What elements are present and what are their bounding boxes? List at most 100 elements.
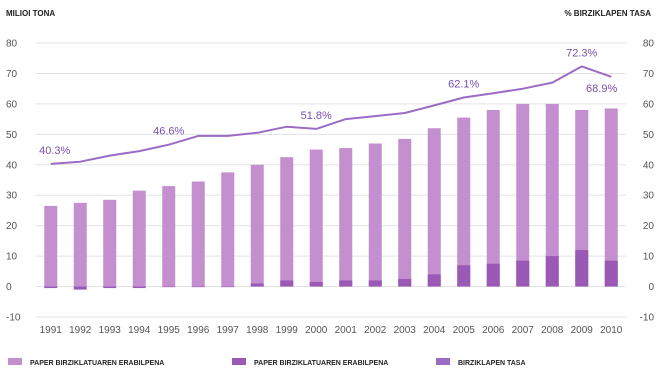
bars <box>44 103 618 290</box>
bar-dark <box>457 265 471 287</box>
x-tick-label: 2007 <box>512 325 535 336</box>
bar-light <box>516 103 530 287</box>
left-tick-label: 50 <box>6 130 18 141</box>
bar-light <box>398 138 412 287</box>
bar-dark <box>516 260 530 287</box>
bar-dark <box>44 286 58 289</box>
legend-label-light-bar: PAPER BIRZIKLATUAREN ERABILPENA <box>30 360 164 367</box>
bar-light <box>44 205 58 287</box>
bar-dark <box>427 274 441 287</box>
bar-light <box>368 143 382 287</box>
bar-light <box>427 128 441 287</box>
bar-dark <box>191 286 205 288</box>
gridlines <box>36 42 626 318</box>
x-tick-label: 2004 <box>423 325 446 336</box>
x-tick-label: 2001 <box>335 325 358 336</box>
x-tick-label: 2008 <box>541 325 564 336</box>
bar-light <box>250 164 264 287</box>
right-axis-title: % BIRZIKLAPEN TASA <box>564 9 651 18</box>
legend-swatch-light-bar <box>8 358 22 365</box>
x-tick-label: 1996 <box>187 325 210 336</box>
x-tick-label: 2010 <box>600 325 623 336</box>
bar-dark <box>398 278 412 287</box>
right-tick-label: 10 <box>643 252 655 263</box>
bar-light <box>191 181 205 287</box>
rate-label: 40.3% <box>39 145 70 157</box>
left-tick-label: 60 <box>6 99 18 110</box>
rate-label: 62.1% <box>448 78 479 90</box>
x-tick-label: 1999 <box>276 325 299 336</box>
rate-line-path <box>50 65 612 165</box>
right-tick-label: 70 <box>643 69 655 80</box>
rate-line <box>50 65 612 165</box>
bar-dark <box>162 286 176 288</box>
legend-swatch-rate-line <box>436 358 450 365</box>
x-axis-ticks: 1991 1992 1993 1994 1995 1996 1997 1998 1999 2000… <box>40 325 623 336</box>
legend: PAPER BIRZIKLATUAREN ERABILPENA PAPER BI… <box>8 358 526 367</box>
x-tick-label: 1994 <box>128 325 151 336</box>
left-tick-label: 70 <box>6 69 18 80</box>
bar-light <box>103 199 117 287</box>
bar-light <box>221 172 235 287</box>
x-tick-label: 2009 <box>571 325 594 336</box>
left-tick-label: -10 <box>6 313 21 324</box>
bar-dark <box>280 280 294 287</box>
bar-dark <box>545 256 559 287</box>
x-tick-label: 1997 <box>217 325 240 336</box>
bar-light <box>280 157 294 287</box>
legend-label-dark-bar: PAPER BIRZIKLATUAREN ERABILPENA <box>254 360 388 367</box>
x-tick-label: 2000 <box>305 325 328 336</box>
left-axis-title: MILIOI TONA <box>6 9 55 18</box>
rate-label: 72.3% <box>566 47 597 59</box>
left-tick-label: 20 <box>6 221 18 232</box>
right-tick-label: 50 <box>643 130 655 141</box>
rate-label: 46.6% <box>153 126 184 138</box>
bar-light <box>545 103 559 287</box>
bar-dark <box>250 283 264 287</box>
bar-dark <box>309 281 323 287</box>
left-tick-label: 40 <box>6 160 18 171</box>
legend-swatch-dark-bar <box>232 358 246 365</box>
bar-light <box>132 190 146 287</box>
right-tick-label: -10 <box>640 313 655 324</box>
bar-light <box>575 109 589 287</box>
x-tick-label: 2006 <box>482 325 505 336</box>
right-tick-label: 0 <box>648 282 654 293</box>
right-tick-label: 60 <box>643 99 655 110</box>
bar-light <box>457 117 471 287</box>
x-tick-label: 1993 <box>99 325 122 336</box>
right-tick-label: 40 <box>643 160 655 171</box>
bar-light <box>486 109 500 287</box>
bar-dark <box>368 280 382 287</box>
bar-dark <box>103 286 117 289</box>
x-tick-label: 1991 <box>40 325 63 336</box>
x-tick-label: 2002 <box>364 325 387 336</box>
rate-label: 51.8% <box>301 110 332 122</box>
bar-dark <box>604 260 618 287</box>
bar-dark <box>486 263 500 287</box>
bar-light <box>604 108 618 287</box>
bar-dark <box>132 286 146 289</box>
bar-light <box>162 186 176 287</box>
x-tick-label: 1995 <box>158 325 181 336</box>
x-tick-label: 1992 <box>69 325 92 336</box>
rate-label: 68.9% <box>586 83 617 95</box>
bar-dark <box>221 286 235 288</box>
bar-light <box>339 148 353 287</box>
left-tick-label: 0 <box>6 282 12 293</box>
left-tick-label: 10 <box>6 252 18 263</box>
x-tick-label: 2003 <box>394 325 417 336</box>
bar-dark <box>73 286 87 290</box>
x-tick-label: 1998 <box>246 325 269 336</box>
right-tick-label: 30 <box>643 191 655 202</box>
bar-dark <box>339 280 353 287</box>
left-axis-ticks: -10 0 10 20 30 40 50 60 70 80 <box>6 39 21 324</box>
right-tick-label: 20 <box>643 221 655 232</box>
right-tick-label: 80 <box>643 39 655 50</box>
x-tick-label: 2005 <box>453 325 476 336</box>
bar-light <box>309 149 323 287</box>
legend-label-rate-line: BIRZIKLAPEN TASA <box>458 360 526 367</box>
bar-light <box>73 202 87 287</box>
left-tick-label: 80 <box>6 39 18 50</box>
